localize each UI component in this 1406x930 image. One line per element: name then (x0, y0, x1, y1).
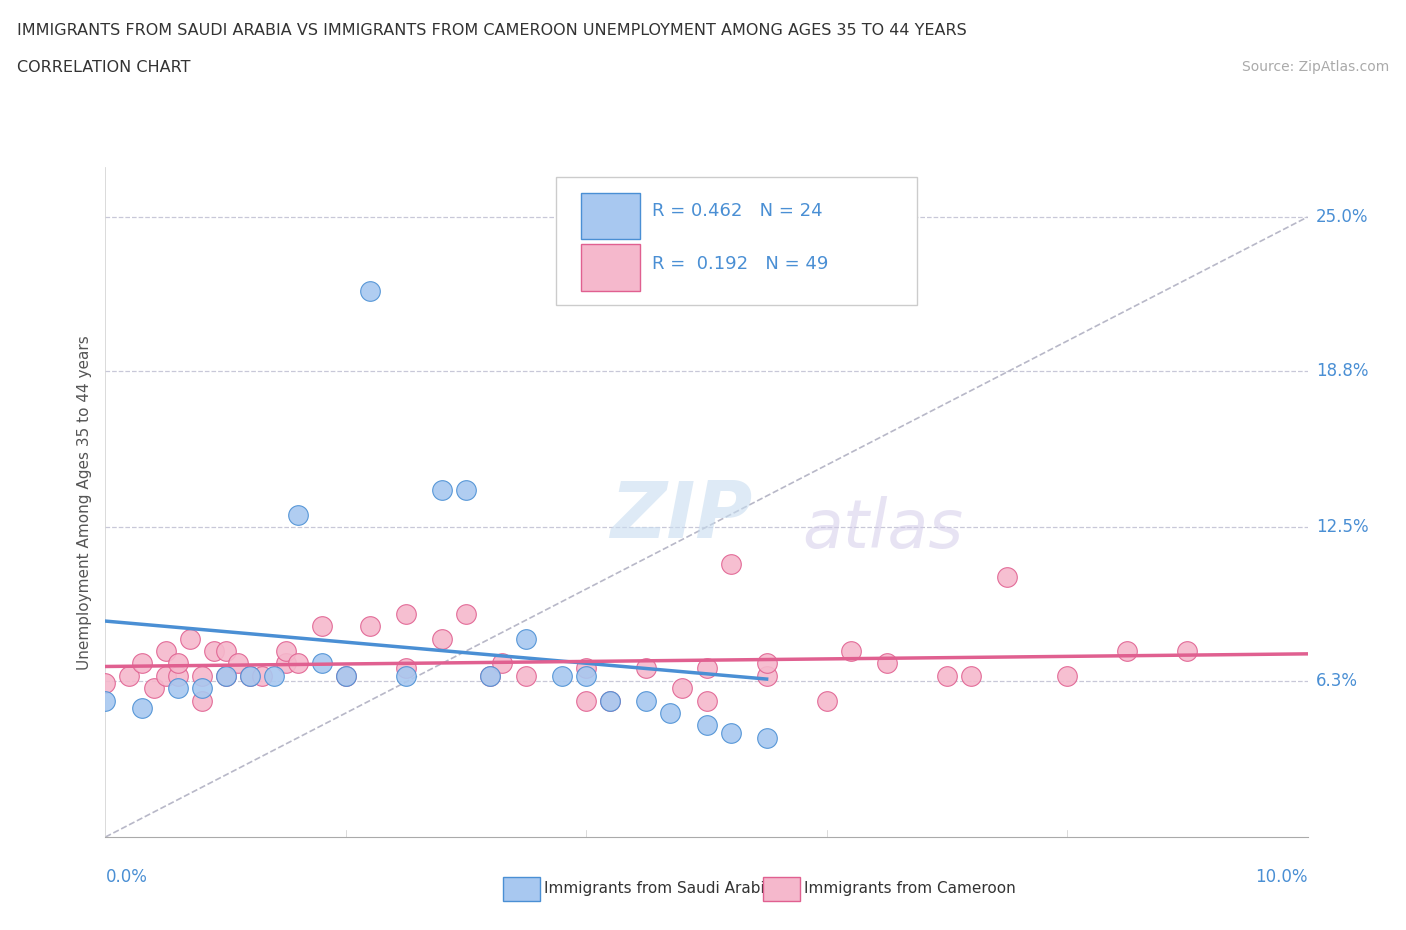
Point (815, 693, 838, 708)
Point (636, 693, 658, 708)
Point (599, 693, 621, 708)
Point (395, 669, 418, 684)
Text: ZIP: ZIP (610, 478, 752, 553)
Point (839, 644, 862, 658)
Point (214, 669, 236, 684)
Point (239, 669, 262, 684)
Point (479, 669, 502, 684)
Point (190, 681, 212, 696)
Point (214, 644, 236, 658)
Point (274, 644, 297, 658)
Point (454, 483, 477, 498)
FancyBboxPatch shape (582, 193, 640, 239)
Point (166, 669, 188, 684)
Point (226, 656, 249, 671)
Point (214, 669, 236, 684)
Point (155, 669, 177, 684)
Point (720, 725, 742, 740)
Point (287, 507, 309, 522)
Point (696, 693, 718, 708)
Point (359, 618, 381, 633)
Point (515, 669, 537, 684)
Text: atlas: atlas (803, 496, 963, 562)
Point (491, 656, 513, 671)
Point (94, 676, 117, 691)
Point (960, 669, 983, 684)
Point (131, 656, 153, 671)
Text: 0.0%: 0.0% (105, 868, 148, 885)
Point (659, 706, 682, 721)
Text: Immigrants from Saudi Arabia: Immigrants from Saudi Arabia (544, 881, 775, 896)
Point (551, 669, 574, 684)
Point (395, 606, 418, 621)
Point (515, 631, 537, 646)
Point (142, 681, 165, 696)
Text: R = 0.462   N = 24: R = 0.462 N = 24 (652, 202, 823, 219)
Point (755, 730, 778, 745)
Point (430, 483, 453, 498)
Point (155, 644, 177, 658)
Point (755, 656, 778, 671)
Y-axis label: Unemployment Among Ages 35 to 44 years: Unemployment Among Ages 35 to 44 years (77, 335, 93, 670)
Point (395, 661, 418, 676)
Text: 18.8%: 18.8% (1316, 362, 1368, 379)
Point (287, 656, 309, 671)
Point (575, 693, 598, 708)
Point (166, 681, 188, 696)
FancyBboxPatch shape (582, 245, 640, 290)
Point (335, 669, 357, 684)
Point (454, 606, 477, 621)
FancyBboxPatch shape (557, 178, 917, 305)
Point (94, 693, 117, 708)
Point (190, 669, 212, 684)
Point (311, 618, 333, 633)
Point (1056, 669, 1078, 684)
Point (430, 631, 453, 646)
Text: R =  0.192   N = 49: R = 0.192 N = 49 (652, 256, 828, 273)
Point (190, 693, 212, 708)
Point (263, 669, 285, 684)
Point (166, 656, 188, 671)
Point (599, 693, 621, 708)
Text: CORRELATION CHART: CORRELATION CHART (17, 60, 190, 75)
Text: 10.0%: 10.0% (1256, 868, 1308, 885)
Point (755, 669, 778, 684)
Point (250, 669, 273, 684)
Point (1175, 644, 1198, 658)
Text: 6.3%: 6.3% (1316, 671, 1358, 690)
Text: Immigrants from Cameroon: Immigrants from Cameroon (804, 881, 1017, 896)
Text: 12.5%: 12.5% (1316, 518, 1368, 536)
Text: IMMIGRANTS FROM SAUDI ARABIA VS IMMIGRANTS FROM CAMEROON UNEMPLOYMENT AMONG AGES: IMMIGRANTS FROM SAUDI ARABIA VS IMMIGRAN… (17, 23, 966, 38)
Point (720, 557, 742, 572)
Point (696, 661, 718, 676)
Point (239, 669, 262, 684)
Point (311, 656, 333, 671)
Point (118, 669, 141, 684)
Point (936, 669, 959, 684)
Text: 25.0%: 25.0% (1316, 208, 1368, 226)
Point (671, 681, 693, 696)
Point (479, 669, 502, 684)
Point (359, 284, 381, 299)
Point (274, 656, 297, 671)
Point (202, 644, 225, 658)
Point (876, 656, 898, 671)
Point (179, 631, 201, 646)
Text: Source: ZipAtlas.com: Source: ZipAtlas.com (1241, 60, 1389, 74)
Point (696, 718, 718, 733)
Point (131, 700, 153, 715)
Point (995, 569, 1018, 584)
Point (575, 669, 598, 684)
Point (335, 669, 357, 684)
Point (636, 661, 658, 676)
Point (575, 661, 598, 676)
Point (1116, 644, 1139, 658)
